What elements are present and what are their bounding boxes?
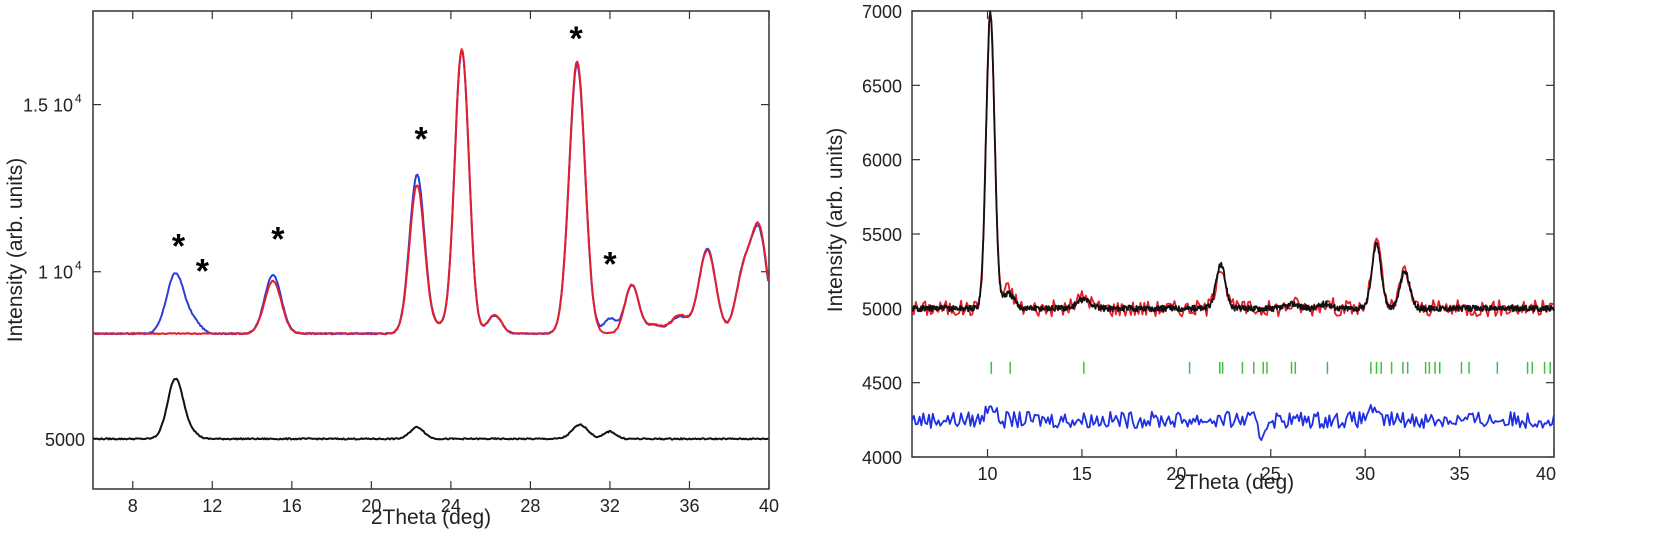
right-x-axis-title: 2Theta (deg) <box>1174 471 1294 494</box>
left-y-tick-exponent: 4 <box>75 259 82 273</box>
right-x-tick-label: 20 <box>1166 464 1186 484</box>
right-x-tick-label: 10 <box>978 464 998 484</box>
left-plot-frame <box>92 10 770 490</box>
left-x-tick-label: 32 <box>600 496 620 516</box>
left-x-tick-label: 12 <box>202 496 222 516</box>
left-y-tick-label: 1.5 10 <box>23 96 73 116</box>
left-x-tick-label: 20 <box>361 496 381 516</box>
left-x-tick-label: 16 <box>282 496 302 516</box>
right-y-tick-label: 4500 <box>862 374 902 394</box>
left-x-ticks: 8 12 16 20 24 28 32 36 40 <box>128 11 779 516</box>
right-plot-frame <box>911 10 1555 458</box>
right-series <box>911 10 1555 442</box>
left-x-axis-title: 2Theta (deg) <box>371 506 491 529</box>
right-x-ticks: 10 15 20 25 30 35 40 <box>978 11 1556 484</box>
right-y-tick-label: 7000 <box>862 2 902 22</box>
left-peak-marker: * <box>570 20 584 58</box>
right-series-line-observed <box>911 15 1555 318</box>
left-peak-marker: * <box>271 221 285 259</box>
left-x-tick-label: 24 <box>441 496 461 516</box>
right-chart: 10 15 20 25 30 35 40 4000 4500 5000 5500 6000 6500 7… <box>824 2 1556 494</box>
right-series-line-calculated <box>911 10 1555 313</box>
right-x-tick-label: 30 <box>1355 464 1375 484</box>
left-x-tick-label: 40 <box>759 496 779 516</box>
left-series-line-pattern-2 <box>92 48 770 336</box>
left-series-line-pattern-1 <box>93 49 770 336</box>
right-series-line-difference <box>911 404 1555 442</box>
left-series <box>92 48 770 441</box>
right-y-tick-label: 4000 <box>862 448 902 468</box>
left-y-tick-exponent: 4 <box>75 92 82 106</box>
left-peak-marker: * <box>196 252 210 290</box>
left-y-tick-label: 5000 <box>45 430 85 450</box>
left-series-line-difference <box>92 377 769 441</box>
right-y-axis-title: Intensity (arb. units) <box>824 128 847 312</box>
left-x-tick-label: 36 <box>679 496 699 516</box>
left-x-tick-label: 8 <box>128 496 138 516</box>
left-peak-marker: * <box>603 246 617 284</box>
right-x-tick-label: 35 <box>1450 464 1470 484</box>
left-peak-marker: * <box>414 120 428 158</box>
right-x-tick-label: 40 <box>1536 464 1556 484</box>
left-y-tick-label: 1 10 <box>38 263 73 283</box>
right-y-tick-label: 6500 <box>862 76 902 96</box>
left-x-tick-label: 28 <box>520 496 540 516</box>
left-peak-marker: * <box>172 227 186 265</box>
right-y-ticks: 4000 4500 5000 5500 6000 6500 7000 <box>862 2 1554 468</box>
right-y-tick-label: 5500 <box>862 225 902 245</box>
left-annotations: * * * * * * <box>172 20 617 290</box>
right-x-tick-label: 25 <box>1261 464 1281 484</box>
right-y-tick-label: 6000 <box>862 151 902 171</box>
right-y-tick-label: 5000 <box>862 299 902 319</box>
left-y-axis-title: Intensity (arb. units) <box>4 158 27 342</box>
right-x-tick-label: 15 <box>1072 464 1092 484</box>
right-reflections <box>990 361 1551 374</box>
